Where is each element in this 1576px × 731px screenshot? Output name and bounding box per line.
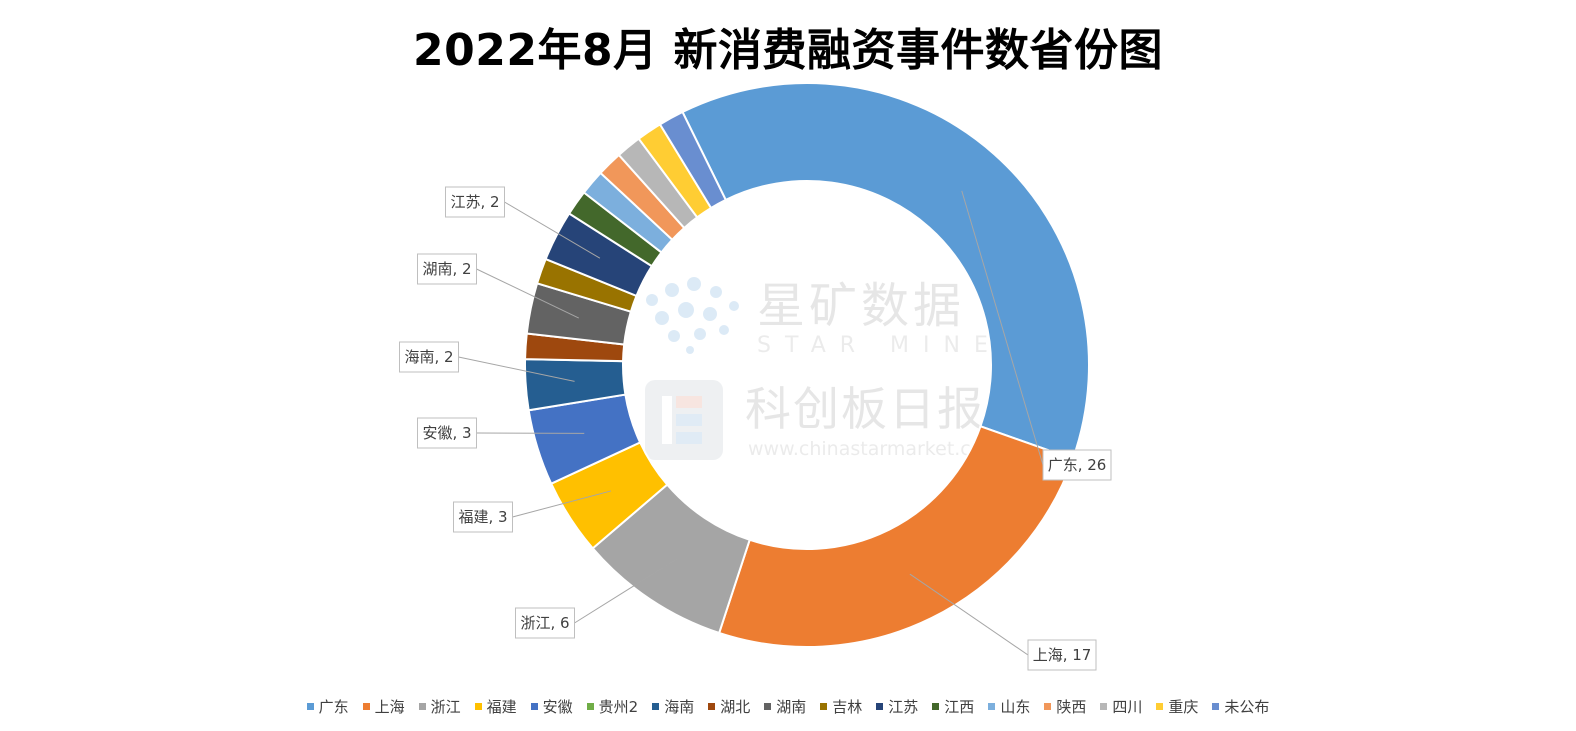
legend-item-湖北: 湖北	[708, 696, 750, 717]
data-label-box-广东	[1042, 449, 1112, 481]
legend-label: 江苏	[888, 698, 919, 716]
legend-swatch	[530, 703, 538, 710]
publisher-logo-icon	[645, 380, 723, 460]
star-mine-logo-icon	[646, 277, 739, 354]
legend: 广东 上海 浙江 福建 安徽 贵州2 海南 湖北 湖南 吉林 江苏 江西 山东 陕西 四川 重庆 未公布	[0, 696, 1576, 717]
slice-上海	[717, 425, 1075, 648]
legend-item-湖南: 湖南	[764, 696, 806, 717]
legend-swatch	[764, 703, 772, 710]
legend-swatch	[876, 703, 884, 710]
legend-label: 上海	[374, 698, 405, 716]
legend-swatch	[306, 703, 314, 710]
slice-未公布	[658, 110, 728, 210]
legend-label: 广东	[318, 698, 349, 716]
data-label-box-浙江	[515, 607, 575, 639]
legend-label: 贵州2	[598, 698, 639, 716]
legend-label: 福建	[486, 698, 517, 716]
leader-line-上海	[909, 573, 1029, 656]
legend-item-贵州2: 贵州2	[586, 696, 639, 717]
legend-label: 重庆	[1168, 698, 1199, 716]
data-label-江苏: 江苏, 2	[450, 193, 499, 211]
legend-item-海南: 海南	[652, 696, 694, 717]
legend-item-浙江: 浙江	[418, 696, 461, 717]
data-label-上海: 上海, 17	[1033, 646, 1092, 664]
leader-line-江苏	[504, 201, 601, 259]
legend-label: 四川	[1112, 698, 1143, 716]
legend-label: 浙江	[430, 698, 461, 716]
data-label-福建: 福建, 3	[458, 508, 507, 526]
watermark-brand-en: STAR MINE	[757, 333, 1002, 358]
legend-swatch	[652, 703, 660, 710]
legend-label: 陕西	[1056, 698, 1087, 716]
legend-item-四川: 四川	[1100, 696, 1142, 717]
legend-swatch	[932, 703, 940, 710]
leader-line-海南	[458, 356, 575, 382]
watermark-url: www.chinastarmarket.cn	[748, 438, 983, 460]
watermark-brand: 星矿数据	[757, 278, 965, 334]
legend-swatch	[1100, 703, 1108, 710]
legend-swatch	[708, 703, 716, 710]
legend-item-安徽: 安徽	[530, 696, 573, 717]
leader-line-浙江	[574, 558, 678, 624]
watermark: 星矿数据 STAR MINE 科创板日报 www.chinastarmarket…	[645, 277, 1002, 460]
legend-swatch	[586, 703, 594, 710]
legend-label: 安徽	[542, 698, 573, 716]
leader-line-湖南	[476, 268, 579, 319]
legend-label: 吉林	[832, 698, 863, 716]
legend-item-福建: 福建	[474, 696, 517, 717]
legend-item-未公布: 未公布	[1212, 696, 1269, 717]
legend-swatch	[418, 703, 426, 710]
data-label-box-湖南	[417, 253, 477, 285]
leader-line-福建	[512, 490, 612, 518]
watermark-publisher: 科创板日报	[745, 382, 985, 436]
legend-item-江苏: 江苏	[876, 696, 918, 717]
legend-item-重庆: 重庆	[1156, 696, 1198, 717]
legend-item-陕西: 陕西	[1044, 696, 1086, 717]
data-label-box-海南	[399, 341, 459, 373]
legend-swatch	[988, 703, 996, 710]
legend-item-广东: 广东	[306, 696, 349, 717]
data-label-box-江苏	[445, 186, 505, 218]
legend-swatch	[1156, 703, 1164, 710]
legend-item-吉林: 吉林	[820, 696, 862, 717]
data-label-box-福建	[453, 501, 513, 533]
slice-广东	[681, 82, 1090, 461]
legend-label: 未公布	[1224, 698, 1270, 716]
legend-item-上海: 上海	[362, 696, 405, 717]
legend-swatch	[362, 703, 370, 710]
legend-label: 湖北	[720, 698, 751, 716]
legend-label: 海南	[664, 698, 695, 716]
data-label-浙江: 浙江, 6	[520, 614, 569, 632]
legend-item-江西: 江西	[932, 696, 974, 717]
data-label-海南: 海南, 2	[404, 348, 453, 366]
data-label-广东: 广东, 26	[1048, 456, 1107, 474]
legend-swatch	[1212, 703, 1220, 710]
donut-chart: 星矿数据 STAR MINE 科创板日报 www.chinastarmarket…	[399, 82, 1112, 671]
legend-label: 湖南	[776, 698, 807, 716]
legend-swatch	[474, 703, 482, 710]
data-label-安徽: 安徽, 3	[422, 424, 471, 442]
legend-label: 江西	[944, 698, 975, 716]
legend-item-山东: 山东	[988, 696, 1030, 717]
leader-line-广东	[961, 190, 1044, 466]
data-label-湖南: 湖南, 2	[422, 260, 471, 278]
data-label-box-上海	[1027, 639, 1097, 671]
data-label-box-安徽	[417, 417, 477, 449]
legend-label: 山东	[1000, 698, 1031, 716]
legend-swatch	[1044, 703, 1052, 710]
chart-title: 2022年8月 新消费融资事件数省份图	[413, 25, 1163, 76]
legend-swatch	[820, 703, 828, 710]
